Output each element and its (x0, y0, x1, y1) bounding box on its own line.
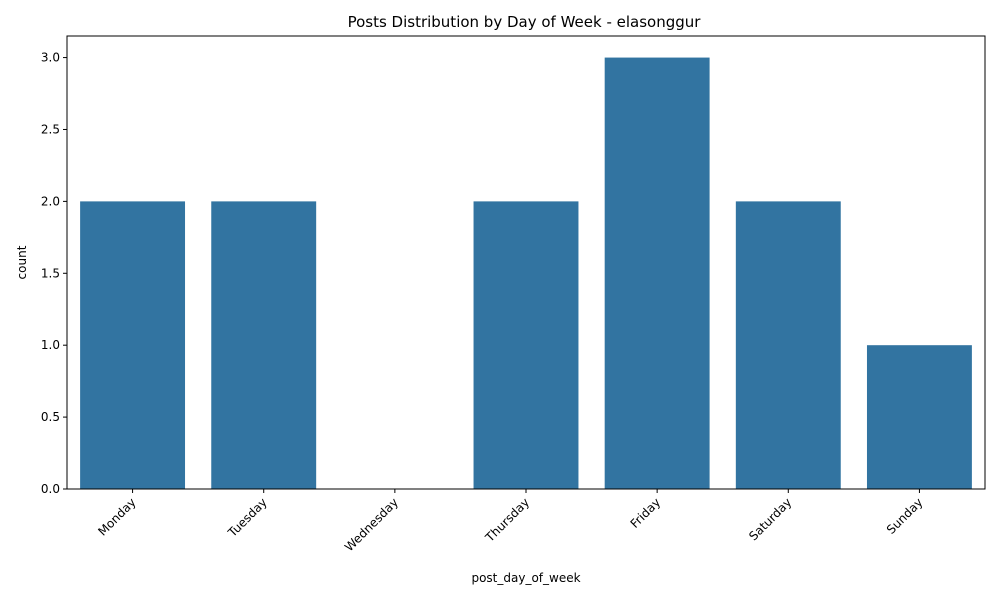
y-tick-label: 1.5 (41, 266, 60, 280)
x-axis-ticks: Monday Tuesday Wednesday Thursday Friday Satu… (95, 489, 926, 554)
x-tick-label: Saturday (746, 495, 794, 543)
x-tick-label: Friday (628, 495, 664, 531)
y-tick-label: 3.0 (41, 51, 60, 65)
y-tick-label: 2.5 (41, 122, 60, 136)
y-tick-label: 1.0 (41, 338, 60, 352)
x-axis-label: post_day_of_week (471, 571, 580, 585)
bar-saturday (735, 201, 841, 489)
bar-monday (80, 201, 186, 489)
bar-tuesday (211, 201, 317, 489)
y-axis-label: count (15, 245, 29, 279)
y-tick-label: 0.0 (41, 482, 60, 496)
x-tick-label: Monday (95, 495, 138, 538)
x-tick-label: Tuesday (225, 495, 270, 540)
x-tick-label: Thursday (482, 495, 532, 545)
y-tick-label: 2.0 (41, 194, 60, 208)
y-tick-label: 0.5 (41, 410, 60, 424)
bars-group (80, 57, 972, 489)
bar-thursday (473, 201, 579, 489)
x-tick-label: Wednesday (342, 495, 401, 554)
bar-friday (604, 57, 710, 489)
plot-frame (66, 35, 986, 490)
bar-sunday (866, 345, 972, 489)
chart-title: Posts Distribution by Day of Week - elas… (348, 13, 702, 31)
y-axis-ticks: 0.0 0.5 1.0 1.5 2.0 2.5 3.0 (41, 51, 67, 496)
x-tick-label: Sunday (884, 495, 926, 537)
